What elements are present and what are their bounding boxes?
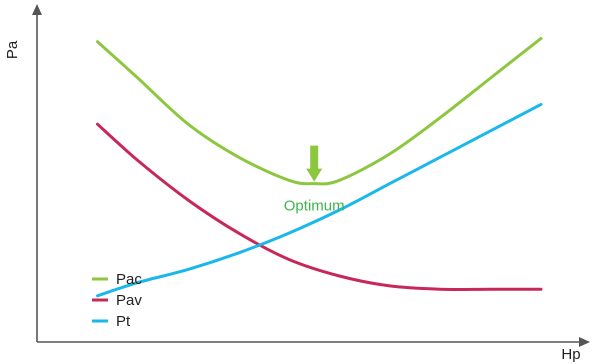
y-axis-arrow <box>32 4 42 15</box>
series-line-pav <box>96 122 543 291</box>
x-axis-arrow <box>579 337 590 347</box>
legend-label-pt: Pt <box>116 313 131 330</box>
legend: Pac Pav Pt <box>92 271 142 330</box>
x-axis-label: Hp <box>561 346 580 363</box>
legend-label-pav: Pav <box>116 292 142 309</box>
y-axis-label: Pa <box>4 40 21 59</box>
axes: Pa Hp <box>4 4 590 363</box>
annotation-label: Optimum <box>284 198 345 215</box>
series-layer <box>96 36 543 298</box>
annotation-layer: Optimum <box>284 145 345 215</box>
series-line-pac <box>96 36 543 186</box>
optimum-arrow-icon <box>306 145 323 182</box>
series-line-pt <box>96 102 543 298</box>
legend-label-pac: Pac <box>116 271 142 288</box>
